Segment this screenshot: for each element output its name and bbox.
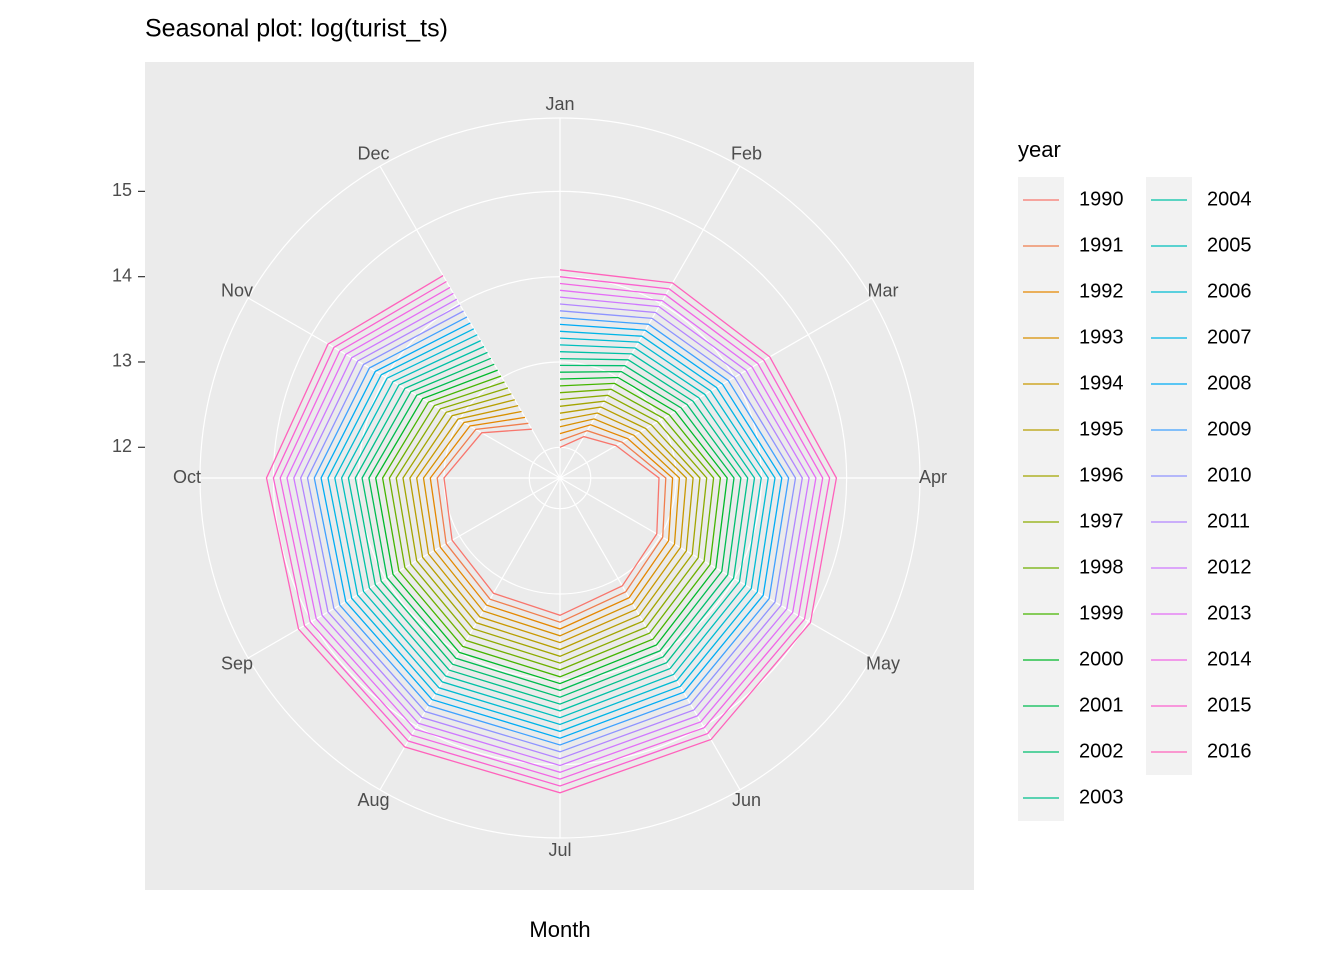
legend-label: 1992 xyxy=(1079,280,1124,302)
legend-label: 1993 xyxy=(1079,326,1124,348)
series-line xyxy=(381,375,722,678)
series-line xyxy=(293,296,810,767)
x-tick-label: Jul xyxy=(548,840,571,860)
series-line xyxy=(375,369,728,685)
legend-label: 2014 xyxy=(1207,648,1252,670)
x-tick-label: Oct xyxy=(173,467,201,487)
legend-label: 2013 xyxy=(1207,602,1252,624)
spoke xyxy=(559,477,741,791)
legend-label: 2006 xyxy=(1207,280,1252,302)
y-tick-label: 13 xyxy=(112,351,132,371)
series-line xyxy=(354,351,749,705)
series-line xyxy=(409,399,694,651)
series-line xyxy=(388,381,715,671)
x-tick-label: Apr xyxy=(919,467,947,487)
spoke xyxy=(559,297,873,479)
legend-label: 2004 xyxy=(1207,188,1252,210)
series-line xyxy=(429,416,674,630)
series-line xyxy=(443,428,660,616)
x-tick-label: Jan xyxy=(545,94,574,114)
series-line xyxy=(320,322,783,739)
x-axis-title: Month xyxy=(529,917,590,942)
legend-label: 1998 xyxy=(1079,556,1124,578)
x-tick-label: Sep xyxy=(221,653,253,673)
legend-label: 2011 xyxy=(1207,510,1250,532)
series-line xyxy=(368,363,735,692)
legend-label: 1999 xyxy=(1079,602,1124,624)
series-line xyxy=(395,387,708,664)
legend-label: 2000 xyxy=(1079,648,1124,670)
series-line xyxy=(436,422,667,623)
series-line xyxy=(334,334,769,726)
series-line xyxy=(327,328,776,733)
x-tick-label: Aug xyxy=(357,790,389,810)
series-line xyxy=(306,310,797,753)
x-tick-label: Nov xyxy=(221,280,253,300)
x-tick-label: Jun xyxy=(732,790,761,810)
series-line xyxy=(300,303,803,760)
legend-label: 1994 xyxy=(1079,372,1124,394)
series-line xyxy=(340,340,762,719)
series-line xyxy=(361,357,742,698)
series-line xyxy=(313,316,790,746)
series-line xyxy=(265,269,838,794)
x-tick-label: Mar xyxy=(868,280,899,300)
series-line xyxy=(279,282,824,780)
spoke xyxy=(247,297,561,479)
series-line xyxy=(402,393,701,657)
y-tick-label: 12 xyxy=(112,436,132,456)
legend-title: year xyxy=(1018,137,1061,162)
x-tick-label: Feb xyxy=(731,144,762,164)
legend-label: 2016 xyxy=(1207,740,1252,762)
y-tick-label: 14 xyxy=(112,265,132,285)
chart-title: Seasonal plot: log(turist_ts) xyxy=(145,15,448,43)
series-line xyxy=(286,289,817,773)
legend-label: 1991 xyxy=(1079,234,1124,256)
legend-label: 2012 xyxy=(1207,556,1252,578)
spoke xyxy=(379,165,561,479)
spoke xyxy=(247,477,561,659)
spoke xyxy=(379,477,561,791)
legend-label: 1990 xyxy=(1079,188,1124,210)
legend-label: 2015 xyxy=(1207,694,1252,716)
series-line xyxy=(416,404,687,644)
y-tick-label: 15 xyxy=(112,180,132,200)
legend-label: 2001 xyxy=(1079,694,1124,716)
legend-label: 2007 xyxy=(1207,326,1252,348)
spoke xyxy=(559,165,741,479)
series-line xyxy=(347,345,756,712)
legend-label: 2008 xyxy=(1207,372,1252,394)
legend-label: 1997 xyxy=(1079,510,1124,532)
legend-label: 2003 xyxy=(1079,786,1124,808)
legend-label: 2002 xyxy=(1079,740,1124,762)
legend-key-bg xyxy=(1018,177,1064,821)
legend-label: 1996 xyxy=(1079,464,1124,486)
legend-label: 2005 xyxy=(1207,234,1252,256)
series-line xyxy=(272,276,831,787)
legend-label: 1995 xyxy=(1079,418,1124,440)
legend-label: 2009 xyxy=(1207,418,1252,440)
x-tick-label: May xyxy=(866,653,900,673)
legend-label: 2010 xyxy=(1207,464,1252,486)
x-tick-label: Dec xyxy=(357,144,389,164)
series-line xyxy=(422,410,681,637)
